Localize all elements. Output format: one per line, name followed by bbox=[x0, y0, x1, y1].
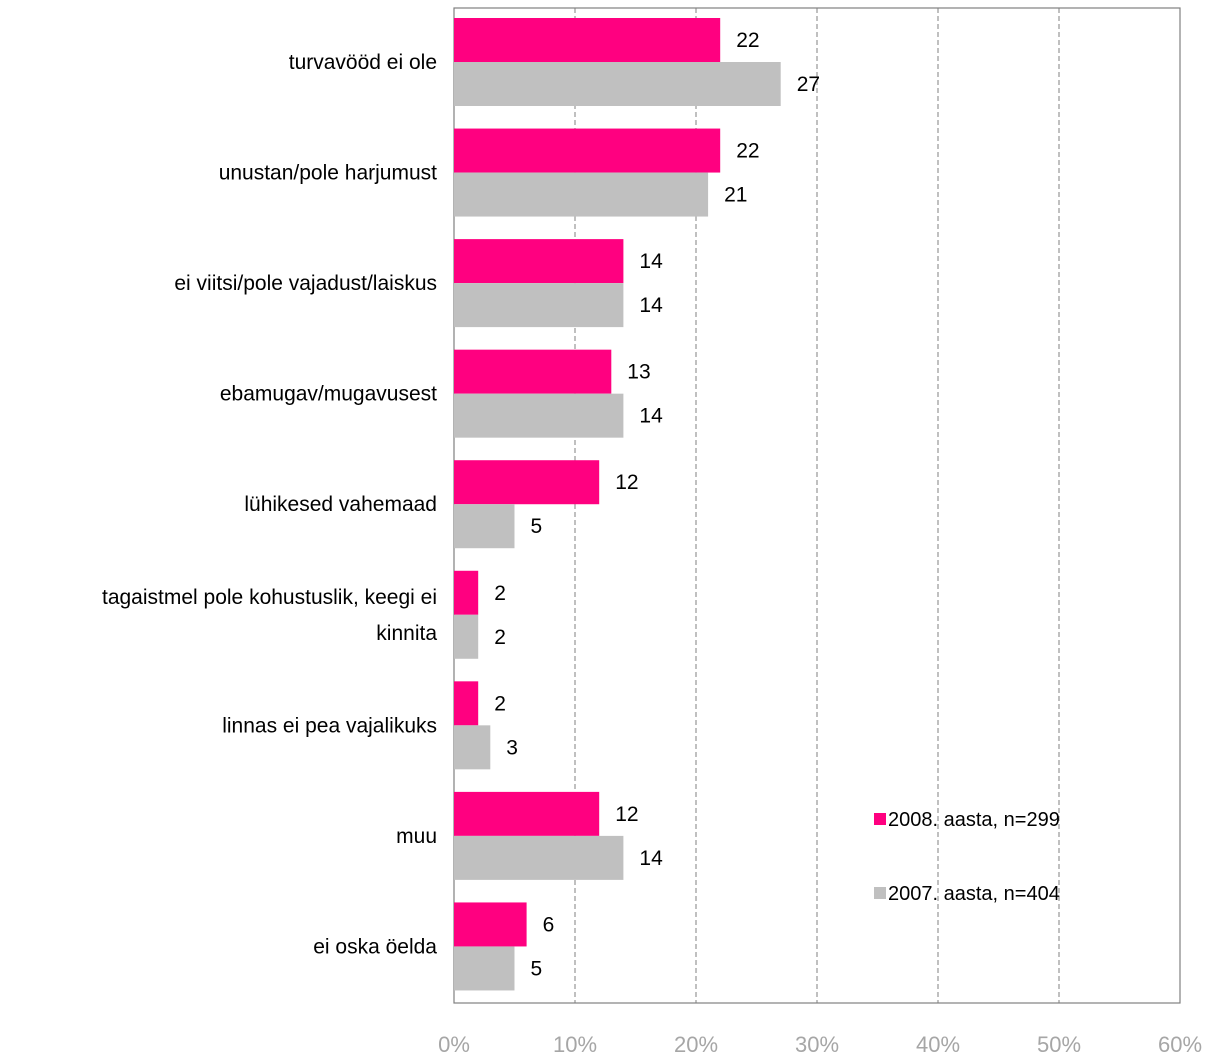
bar bbox=[454, 504, 515, 549]
x-tick-label: 60% bbox=[1158, 1032, 1202, 1057]
category-label: kinnita bbox=[376, 622, 437, 645]
data-label: 22 bbox=[736, 29, 759, 52]
bar bbox=[454, 239, 624, 284]
data-label: 3 bbox=[506, 736, 518, 759]
data-label: 27 bbox=[797, 73, 820, 96]
x-tick-label: 40% bbox=[916, 1032, 960, 1057]
data-label: 2 bbox=[494, 626, 506, 649]
bar bbox=[454, 128, 721, 173]
bar bbox=[454, 460, 600, 505]
data-label: 6 bbox=[543, 913, 555, 936]
category-label: linnas ei pea vajalikuks bbox=[222, 714, 437, 737]
bar bbox=[454, 791, 600, 836]
data-label: 21 bbox=[724, 184, 747, 207]
legend-swatch bbox=[874, 887, 886, 899]
data-label: 14 bbox=[639, 250, 663, 273]
bar bbox=[454, 62, 781, 106]
x-axis-ticks: 0% 10% 20% 30% 40% 50% 60% bbox=[438, 1032, 1202, 1057]
data-label: 12 bbox=[615, 471, 638, 494]
x-tick-label: 0% bbox=[438, 1032, 470, 1057]
data-label: 2 bbox=[494, 692, 506, 715]
category-label: turvavööd ei ole bbox=[289, 51, 437, 74]
x-tick-label: 10% bbox=[553, 1032, 597, 1057]
x-tick-label: 20% bbox=[674, 1032, 718, 1057]
category-label: ei viitsi/pole vajadust/laiskus bbox=[174, 272, 437, 295]
bar bbox=[454, 835, 624, 880]
bar bbox=[454, 18, 721, 62]
data-label: 14 bbox=[639, 847, 663, 870]
category-labels: turvavööd ei ole unustan/pole harjumust ei… bbox=[102, 51, 437, 958]
bar bbox=[454, 681, 479, 726]
data-label: 5 bbox=[531, 957, 543, 980]
category-label: lühikesed vahemaad bbox=[244, 493, 437, 516]
legend: 2008. aasta, n=299 2007. aasta, n=404 bbox=[874, 809, 1060, 905]
bar bbox=[454, 349, 612, 394]
bar bbox=[454, 570, 479, 615]
legend-label: 2007. aasta, n=404 bbox=[888, 883, 1060, 905]
category-label: ei oska öelda bbox=[313, 935, 437, 958]
category-label: ebamugav/mugavusest bbox=[220, 383, 437, 406]
bar bbox=[454, 614, 479, 659]
data-label: 2 bbox=[494, 582, 506, 605]
bar bbox=[454, 725, 491, 770]
data-label: 14 bbox=[639, 405, 663, 428]
bar bbox=[454, 172, 709, 217]
x-tick-label: 50% bbox=[1037, 1032, 1081, 1057]
data-label: 12 bbox=[615, 803, 638, 826]
data-label: 5 bbox=[531, 515, 543, 538]
data-label: 13 bbox=[627, 361, 650, 384]
bar bbox=[454, 946, 515, 991]
category-label: unustan/pole harjumust bbox=[219, 162, 437, 185]
bar bbox=[454, 902, 527, 947]
bar bbox=[454, 393, 624, 438]
legend-swatch bbox=[874, 813, 886, 825]
x-tick-label: 30% bbox=[795, 1032, 839, 1057]
bars bbox=[454, 18, 781, 991]
data-label: 14 bbox=[639, 294, 663, 317]
data-label: 22 bbox=[736, 140, 759, 163]
category-label: muu bbox=[396, 825, 437, 848]
bar bbox=[454, 283, 624, 328]
legend-label: 2008. aasta, n=299 bbox=[888, 809, 1060, 831]
category-label: tagaistmel pole kohustuslik, keegi ei bbox=[102, 586, 437, 609]
